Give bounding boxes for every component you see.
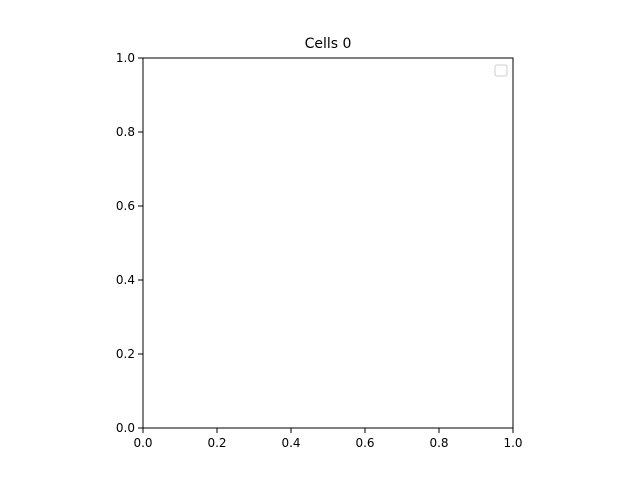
y-tick-label: 0.6: [116, 199, 135, 213]
x-tick-label: 1.0: [503, 436, 522, 450]
x-tick-label: 0.8: [429, 436, 448, 450]
legend-box: [494, 64, 508, 77]
y-axis-ticks: 0.0 0.2 0.4 0.6 0.8 1.0: [116, 51, 143, 435]
y-tick-label: 0.8: [116, 125, 135, 139]
x-tick-label: 0.4: [281, 436, 300, 450]
x-tick-label: 0.2: [207, 436, 226, 450]
x-tick-label: 0.0: [133, 436, 152, 450]
x-tick-label: 0.6: [355, 436, 374, 450]
plot-area: [142, 57, 514, 429]
y-tick-label: 0.2: [116, 347, 135, 361]
chart-title: Cells 0: [305, 36, 352, 52]
y-tick-label: 0.0: [116, 421, 135, 435]
y-tick-label: 1.0: [116, 51, 135, 65]
x-axis-ticks: 0.0 0.2 0.4 0.6 0.8 1.0: [133, 428, 523, 450]
y-tick-label: 0.4: [116, 273, 135, 287]
